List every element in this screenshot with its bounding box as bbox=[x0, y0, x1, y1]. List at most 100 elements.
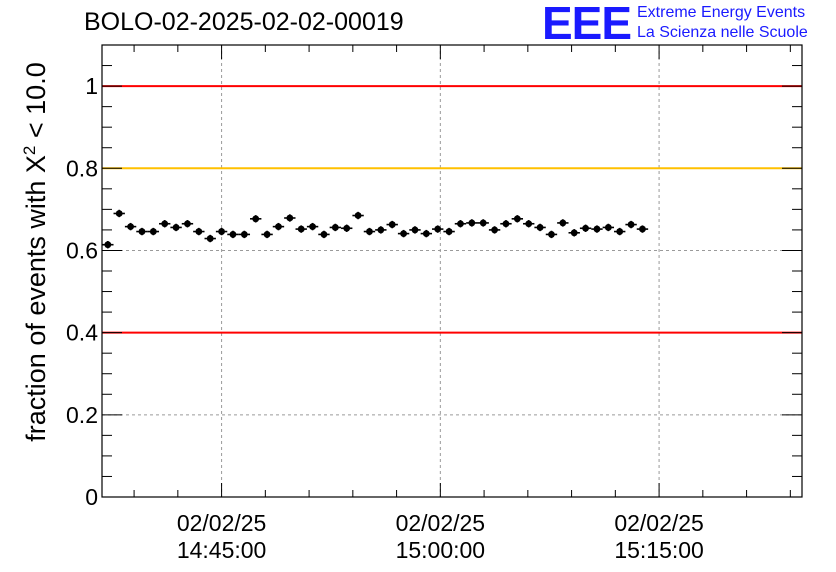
point-marker bbox=[206, 235, 214, 242]
point-marker bbox=[240, 231, 248, 238]
y-axis-title-suffix: < 10.0 bbox=[21, 62, 51, 146]
data-point bbox=[545, 230, 558, 239]
data-point bbox=[102, 241, 114, 249]
data-point bbox=[215, 227, 228, 236]
data-point bbox=[238, 230, 251, 239]
data-point bbox=[397, 229, 410, 238]
logo-line-2: La Scienza nelle Scuole bbox=[637, 24, 808, 41]
data-point bbox=[352, 211, 364, 220]
data-point bbox=[534, 223, 546, 232]
data-point bbox=[181, 220, 194, 228]
point-marker bbox=[286, 214, 294, 222]
data-point bbox=[136, 227, 148, 236]
point-marker bbox=[525, 220, 533, 228]
y-axis-title-prefix: fraction of events with X bbox=[21, 155, 51, 442]
point-marker bbox=[627, 221, 635, 228]
point-marker bbox=[104, 241, 112, 249]
point-marker bbox=[366, 228, 373, 235]
axes bbox=[101, 44, 803, 498]
point-marker bbox=[161, 220, 169, 228]
data-point bbox=[579, 224, 592, 232]
data-point bbox=[295, 225, 307, 233]
point-marker bbox=[354, 212, 362, 219]
data-point bbox=[591, 225, 603, 233]
y-tick-label: 0.4 bbox=[66, 320, 98, 346]
point-marker bbox=[582, 224, 589, 232]
data-point bbox=[511, 215, 524, 223]
data-point bbox=[284, 214, 296, 222]
data-point bbox=[636, 225, 649, 233]
point-marker bbox=[195, 228, 203, 235]
data-point bbox=[523, 220, 535, 228]
data-point bbox=[557, 219, 569, 227]
data-point bbox=[386, 220, 398, 229]
data-point bbox=[147, 227, 160, 236]
y-tick-labels: 0 0.2 0.4 0.6 0.8 1 bbox=[66, 73, 98, 510]
point-marker bbox=[149, 228, 157, 235]
y-tick-label: 0 bbox=[85, 484, 98, 510]
point-marker bbox=[138, 228, 146, 235]
point-marker bbox=[468, 219, 476, 227]
data-point bbox=[614, 227, 626, 236]
data-point bbox=[488, 226, 501, 234]
point-marker bbox=[502, 220, 510, 228]
x-tick-label-date: 02/02/25 bbox=[396, 510, 486, 536]
x-tick-labels: 02/02/2514:45:0002/02/2515:00:0002/02/25… bbox=[177, 510, 704, 563]
point-marker bbox=[115, 210, 123, 217]
reference-lines bbox=[102, 85, 802, 334]
logo-line-1: Extreme Energy Events bbox=[637, 4, 806, 21]
point-marker bbox=[491, 226, 498, 234]
x-tick-label-date: 02/02/25 bbox=[614, 510, 704, 536]
data-point bbox=[250, 215, 262, 223]
y-tick-label: 0.8 bbox=[66, 155, 98, 181]
data-point bbox=[420, 229, 433, 238]
point-marker bbox=[252, 215, 260, 223]
data-point bbox=[477, 219, 489, 227]
point-marker bbox=[343, 224, 351, 232]
data-point bbox=[500, 220, 512, 228]
plot-frame bbox=[101, 44, 803, 498]
data-point bbox=[318, 230, 330, 239]
point-marker bbox=[377, 226, 385, 234]
data-point bbox=[193, 227, 205, 236]
data-point bbox=[159, 220, 171, 228]
point-marker bbox=[559, 219, 567, 227]
point-marker bbox=[263, 231, 271, 238]
data-point bbox=[204, 234, 216, 243]
point-marker bbox=[331, 224, 339, 231]
x-tick-label-date: 02/02/25 bbox=[177, 510, 267, 536]
point-marker bbox=[422, 230, 430, 238]
data-point bbox=[124, 222, 137, 231]
data-point bbox=[227, 230, 239, 239]
x-tick-label-time: 15:00:00 bbox=[396, 537, 486, 563]
data-points bbox=[102, 209, 649, 249]
data-point bbox=[602, 223, 615, 232]
point-marker bbox=[548, 231, 555, 238]
data-point bbox=[466, 219, 478, 227]
y-tick-label: 1 bbox=[85, 73, 98, 99]
point-marker bbox=[388, 221, 396, 228]
data-point bbox=[261, 230, 273, 239]
point-marker bbox=[434, 225, 442, 233]
point-marker bbox=[127, 223, 134, 231]
point-marker bbox=[320, 231, 328, 238]
point-marker bbox=[297, 225, 305, 233]
data-point bbox=[329, 223, 342, 232]
point-marker bbox=[639, 225, 646, 233]
point-marker bbox=[218, 228, 225, 235]
point-marker bbox=[479, 219, 487, 227]
point-marker bbox=[172, 224, 180, 231]
y-tick-label: 0.2 bbox=[66, 402, 98, 428]
data-point bbox=[306, 222, 319, 231]
point-marker bbox=[536, 224, 544, 231]
point-marker bbox=[184, 220, 191, 228]
data-point bbox=[454, 220, 467, 228]
y-axis-title-sup: 2 bbox=[20, 145, 39, 156]
data-point bbox=[625, 220, 637, 229]
x-tick-label-time: 15:15:00 bbox=[614, 537, 704, 563]
point-marker bbox=[513, 215, 521, 223]
data-point bbox=[443, 227, 455, 236]
data-point bbox=[409, 226, 421, 234]
y-axis-title: fraction of events with X2 < 10.0 bbox=[20, 62, 52, 441]
